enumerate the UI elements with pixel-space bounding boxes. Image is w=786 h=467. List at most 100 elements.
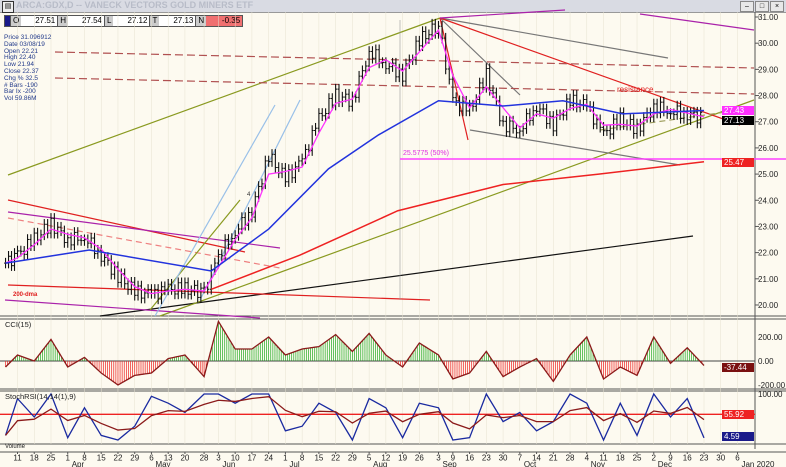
price-bar xyxy=(270,149,274,167)
last-price-tag: 27.13 xyxy=(722,116,754,125)
x-tick-label: 9 xyxy=(451,454,456,463)
x-tick-label: 4 xyxy=(585,454,590,463)
price-bar xyxy=(501,115,505,127)
price-bar xyxy=(193,280,197,296)
price-bar xyxy=(498,95,502,127)
open-label: O xyxy=(10,16,22,26)
price-bar xyxy=(381,57,385,69)
price-bar xyxy=(387,61,391,74)
x-tick-label: 30 xyxy=(499,454,508,463)
price-bar xyxy=(635,118,639,139)
price-bar xyxy=(314,122,318,136)
channel-line xyxy=(7,17,441,176)
y-tick-label: 23.00 xyxy=(758,222,779,231)
x-tick-label: 18 xyxy=(616,454,625,463)
x-tick-label: 23 xyxy=(700,454,709,463)
price-bar xyxy=(62,225,66,248)
price-bar xyxy=(421,26,425,52)
info-line: High 22.40 xyxy=(4,54,36,62)
price-bar xyxy=(662,96,666,117)
price-bar xyxy=(514,123,518,139)
price-bar xyxy=(337,83,341,108)
x-month-label: Jul xyxy=(289,460,299,467)
y-tick-label: 27.00 xyxy=(758,118,779,127)
x-tick-label: 6 xyxy=(735,454,740,463)
close-button[interactable]: × xyxy=(770,1,784,12)
x-tick-label: 16 xyxy=(465,454,474,463)
price-bar xyxy=(511,115,515,134)
price-bar xyxy=(170,278,174,295)
change-value: -0.35 xyxy=(206,16,243,26)
red-downtrend xyxy=(439,17,741,126)
info-line: Vol 59.86M xyxy=(4,95,37,103)
x-month-label: Sep xyxy=(442,460,457,467)
price-bar xyxy=(525,108,529,134)
ma200-line xyxy=(210,161,705,290)
price-bar xyxy=(494,87,498,107)
price-bar xyxy=(283,163,287,187)
price-bar xyxy=(186,277,190,300)
x-tick-label: 2 xyxy=(652,454,657,463)
x-tick-label: 12 xyxy=(381,454,390,463)
price-bar xyxy=(89,232,93,249)
x-tick-label: 7 xyxy=(518,454,523,463)
x-tick-label: 9 xyxy=(668,454,673,463)
fib-level-label: 25.5775 (50%) xyxy=(403,150,449,157)
x-month-label: Apr xyxy=(72,460,85,467)
price-bar xyxy=(46,219,50,239)
x-tick-label: 30 xyxy=(716,454,725,463)
price-bar xyxy=(233,230,237,244)
x-tick-label: 15 xyxy=(314,454,323,463)
price-bar xyxy=(126,278,130,295)
x-tick-label: 21 xyxy=(549,454,558,463)
last-label: T xyxy=(149,16,160,26)
x-month-label: Nov xyxy=(591,460,605,467)
price-bar xyxy=(612,113,616,140)
price-bar xyxy=(350,91,354,112)
price-bar xyxy=(561,109,565,121)
minimize-button[interactable]: – xyxy=(740,1,754,12)
price-bar xyxy=(454,92,458,106)
price-bar xyxy=(370,46,374,64)
x-month-label: Jan 2020 xyxy=(741,460,774,467)
price-bar xyxy=(628,114,632,131)
price-bar xyxy=(581,94,585,111)
support-trendline xyxy=(159,99,755,317)
x-month-label: Aug xyxy=(373,460,387,467)
price-bar xyxy=(608,125,612,140)
info-line: Open 22.21 xyxy=(4,47,38,55)
x-tick-label: 16 xyxy=(683,454,692,463)
price-bar xyxy=(277,162,281,179)
high-value: 27.54 xyxy=(81,16,103,25)
price-bar xyxy=(320,108,324,121)
x-tick-label: 28 xyxy=(566,454,575,463)
x-tick-label: 29 xyxy=(130,454,139,463)
price-bar xyxy=(551,111,555,137)
price-bar xyxy=(658,96,662,119)
x-month-label: Oct xyxy=(524,460,537,467)
x-tick-label: 22 xyxy=(331,454,340,463)
x-tick-label: 8 xyxy=(300,454,305,463)
info-line: Price 31.096912 xyxy=(4,34,52,41)
price-bar xyxy=(280,163,284,179)
stoch-panel-title: StochRSI(14,14(1),9) xyxy=(5,392,76,401)
price-bar xyxy=(541,103,545,115)
price-bar xyxy=(267,155,271,167)
x-tick-label: 18 xyxy=(30,454,39,463)
price-bar xyxy=(82,234,86,246)
app-icon[interactable]: ▤ xyxy=(2,1,14,13)
maximize-button[interactable]: □ xyxy=(755,1,769,12)
resistance-label: resistance xyxy=(617,85,654,94)
window-title: ARCA:GDX,D -- VANECK VECTORS GOLD MINERS… xyxy=(16,0,254,10)
price-bar xyxy=(260,178,264,192)
price-bar xyxy=(424,26,428,44)
x-tick-label: 25 xyxy=(47,454,56,463)
stoch-value-tag: 4.59 xyxy=(722,432,754,441)
x-tick-label: 24 xyxy=(264,454,273,463)
price-bar xyxy=(139,280,143,304)
price-bar xyxy=(66,232,70,248)
volume-panel-title: Volume xyxy=(5,444,26,450)
price-bar xyxy=(253,191,257,223)
